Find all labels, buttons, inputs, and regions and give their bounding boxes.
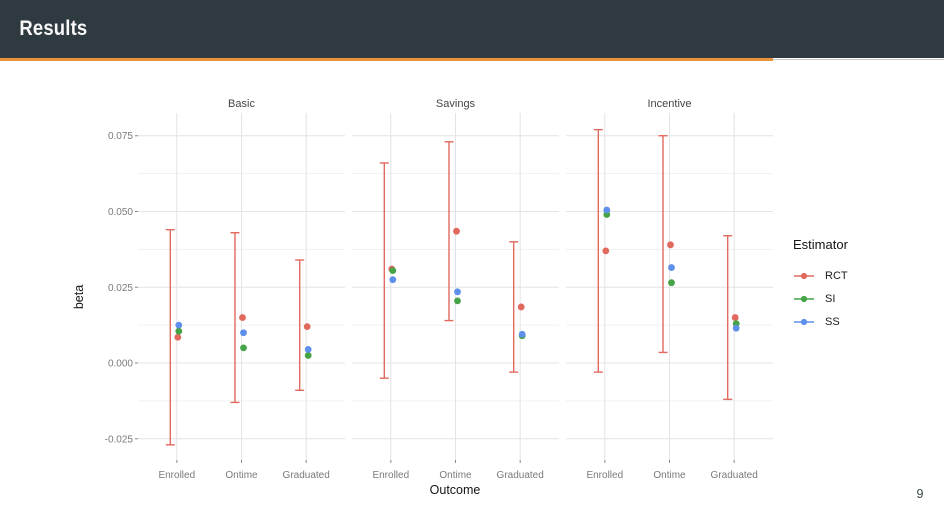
data-point-rct — [667, 241, 674, 249]
y-tick-label: 0.050 — [108, 207, 133, 218]
data-point-si — [668, 279, 675, 287]
pointrange-key-icon — [794, 318, 814, 325]
header-accent-line — [0, 58, 773, 61]
data-point-si — [454, 297, 461, 305]
data-point-ss — [304, 345, 312, 353]
data-point-ss — [603, 206, 611, 214]
facet-title: Savings — [436, 98, 476, 110]
data-point-ss — [175, 321, 183, 329]
x-tick-label: Enrolled — [586, 470, 623, 481]
x-tick-label: Graduated — [711, 470, 758, 481]
legend-item-si: SI — [793, 287, 848, 310]
data-point-ss — [668, 264, 675, 271]
x-tick-label: Enrolled — [372, 470, 409, 481]
data-point-rct — [453, 227, 460, 235]
legend-label-si: SI — [825, 292, 836, 305]
x-axis-title: Outcome — [429, 483, 481, 497]
data-point-si — [240, 344, 247, 352]
x-tick-label: Ontime — [653, 470, 686, 481]
x-tick-label: Graduated — [497, 470, 544, 481]
y-tick-label: 0.025 — [108, 283, 133, 294]
data-point-ss — [518, 330, 526, 338]
slide-title: Results — [19, 17, 88, 40]
data-point-si — [389, 267, 397, 274]
legend-item-ss: SS — [793, 310, 848, 333]
data-point-ss — [732, 324, 740, 332]
x-tick-label: Ontime — [439, 470, 472, 481]
data-point-rct — [731, 314, 739, 321]
chart-legend: Estimator RCT SI SS — [793, 237, 848, 333]
facet-title: Basic — [228, 98, 255, 110]
data-point-rct — [602, 247, 610, 255]
data-point-ss — [454, 288, 461, 296]
y-tick-label: -0.025 — [105, 434, 134, 445]
data-point-rct — [517, 303, 525, 311]
legend-label-ss: SS — [825, 315, 840, 328]
x-tick-label: Graduated — [283, 470, 330, 481]
data-point-ss — [389, 276, 397, 284]
legend-title: Estimator — [793, 237, 848, 252]
data-point-rct — [174, 333, 182, 341]
pointrange-key-icon — [794, 295, 814, 302]
legend-label-rct: RCT — [825, 269, 848, 282]
data-point-rct — [303, 323, 311, 331]
y-axis-title: beta — [72, 284, 86, 310]
data-point-rct — [239, 314, 246, 321]
x-tick-label: Enrolled — [158, 470, 195, 481]
facet-title: Incentive — [647, 98, 691, 110]
data-point-ss — [240, 329, 247, 337]
y-tick-label: 0.000 — [108, 359, 133, 370]
x-tick-label: Ontime — [225, 470, 258, 481]
legend-item-rct: RCT — [793, 264, 848, 287]
data-point-si — [175, 327, 183, 335]
slide-header: Results — [0, 0, 944, 58]
pointrange-key-icon — [794, 272, 814, 279]
page-number: 9 — [916, 487, 924, 501]
y-tick-label: 0.075 — [108, 131, 133, 142]
header-accent-line-rest — [773, 59, 944, 60]
data-point-si — [304, 352, 312, 359]
